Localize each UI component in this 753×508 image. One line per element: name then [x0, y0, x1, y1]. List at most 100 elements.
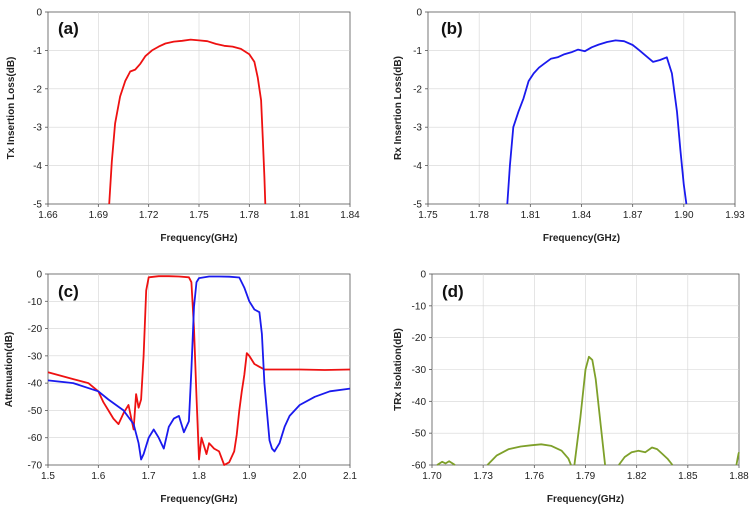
x-tick-label: 1.69: [89, 210, 109, 221]
series-line-c-1: [47, 275, 351, 461]
data-point-c-1: [261, 333, 263, 335]
x-tick-label: 1.87: [623, 210, 643, 221]
data-point-d-3: [651, 447, 653, 449]
data-point-c-0: [72, 378, 74, 380]
y-tick-label: 0: [36, 8, 42, 19]
series-d: [436, 355, 740, 466]
x-tick-label: 1.93: [725, 210, 745, 221]
data-point-c-1: [138, 442, 140, 444]
x-tick-label: 1.72: [139, 210, 159, 221]
data-point-d-2: [592, 359, 594, 361]
data-point-c-0: [196, 396, 198, 398]
data-point-c-1: [274, 451, 276, 453]
data-point-c-1: [158, 437, 160, 439]
data-point-c-0: [223, 464, 225, 466]
data-point-c-0: [254, 363, 256, 365]
data-point-b-0: [509, 165, 511, 167]
x-tick-label: 1.84: [340, 210, 360, 221]
y-tick-label: -40: [412, 397, 427, 408]
data-point-c-0: [208, 442, 210, 444]
y-tick-label: -1: [413, 46, 422, 57]
data-point-b-0: [652, 61, 654, 63]
data-point-d-1: [487, 464, 489, 466]
y-axis-label-d: TRx Isolation(dB): [393, 328, 404, 411]
data-point-c-0: [203, 445, 205, 447]
data-point-c-1: [123, 410, 125, 412]
data-point-d-2: [574, 464, 576, 466]
data-point-b-0: [564, 53, 566, 55]
x-tick-label: 1.78: [240, 210, 260, 221]
data-point-c-0: [118, 423, 120, 425]
x-tick-label: 1.79: [576, 471, 596, 482]
x-tick-label: 1.73: [473, 471, 493, 482]
data-point-d-0: [436, 464, 438, 466]
series-line-d-1: [486, 443, 572, 466]
data-point-a-0: [129, 71, 131, 73]
data-point-c-1: [198, 277, 200, 279]
data-point-d-4: [738, 453, 740, 455]
data-point-c-0: [236, 434, 238, 436]
data-point-c-1: [289, 415, 291, 417]
data-point-d-0: [445, 463, 447, 465]
data-point-c-0: [143, 355, 145, 357]
data-point-d-3: [638, 450, 640, 452]
data-point-a-0: [151, 50, 153, 52]
data-point-c-0: [246, 352, 248, 354]
panel-label-b: (b): [441, 19, 463, 38]
panel-label-d: (d): [442, 282, 464, 301]
x-tick-label: 1.84: [572, 210, 592, 221]
panel-b: 1.75 1.78 1.81 1.84 1.87 1.90 1.93 0 -1 -2 -3 -4 -5…: [393, 8, 745, 245]
data-point-c-1: [108, 399, 110, 401]
data-point-a-0: [198, 40, 200, 42]
y-tick-label: -70: [28, 461, 43, 472]
data-point-b-0: [507, 203, 509, 205]
data-point-a-0: [173, 41, 175, 43]
panel-a: 1.66 1.69 1.72 1.75 1.78 1.81 1.84 0 -1 -2 -3 -4 -5…: [6, 8, 360, 245]
data-point-b-0: [513, 126, 515, 128]
data-point-c-0: [138, 407, 140, 409]
data-point-c-1: [239, 277, 241, 279]
series-line-d-4: [735, 452, 740, 466]
data-point-c-1: [228, 276, 230, 278]
data-point-c-1: [148, 437, 150, 439]
y-tick-label: -10: [412, 301, 427, 312]
data-point-d-2: [604, 464, 606, 466]
y-tick-label: -3: [413, 123, 422, 134]
data-point-c-0: [233, 451, 235, 453]
data-point-c-0: [113, 418, 115, 420]
data-point-a-0: [249, 53, 251, 55]
data-point-c-1: [196, 281, 198, 283]
data-point-b-0: [577, 49, 579, 51]
x-ticks-a: 1.66 1.69 1.72 1.75 1.78 1.81 1.84: [38, 204, 360, 221]
data-point-c-1: [168, 426, 170, 428]
data-point-d-2: [595, 378, 597, 380]
panel-label-a: (a): [58, 19, 79, 38]
data-point-c-1: [208, 276, 210, 278]
data-point-c-0: [57, 374, 59, 376]
data-point-a-0: [119, 96, 121, 98]
x-tick-label: 2.0: [293, 471, 307, 482]
y-ticks-c: 0 -10 -20 -30 -40 -50 -60 -70: [28, 270, 48, 472]
data-point-c-1: [249, 301, 251, 303]
data-point-c-0: [241, 391, 243, 393]
y-tick-label: -30: [28, 351, 43, 362]
data-point-d-3: [644, 452, 646, 454]
y-tick-label: -10: [28, 297, 43, 308]
x-tick-label: 2.1: [343, 471, 357, 482]
data-point-d-3: [662, 453, 664, 455]
y-tick-label: -50: [412, 429, 427, 440]
x-tick-label: 1.75: [418, 210, 438, 221]
data-point-b-0: [606, 41, 608, 43]
series-c: [47, 275, 351, 466]
data-point-c-1: [173, 418, 175, 420]
data-point-c-1: [299, 404, 301, 406]
data-point-a-0: [165, 43, 167, 45]
data-point-b-0: [533, 73, 535, 75]
x-tick-label: 1.75: [189, 210, 209, 221]
data-point-c-1: [193, 306, 195, 308]
x-tick-label: 1.81: [521, 210, 541, 221]
data-point-c-0: [128, 404, 130, 406]
data-point-a-0: [262, 138, 264, 140]
data-point-c-0: [218, 451, 220, 453]
